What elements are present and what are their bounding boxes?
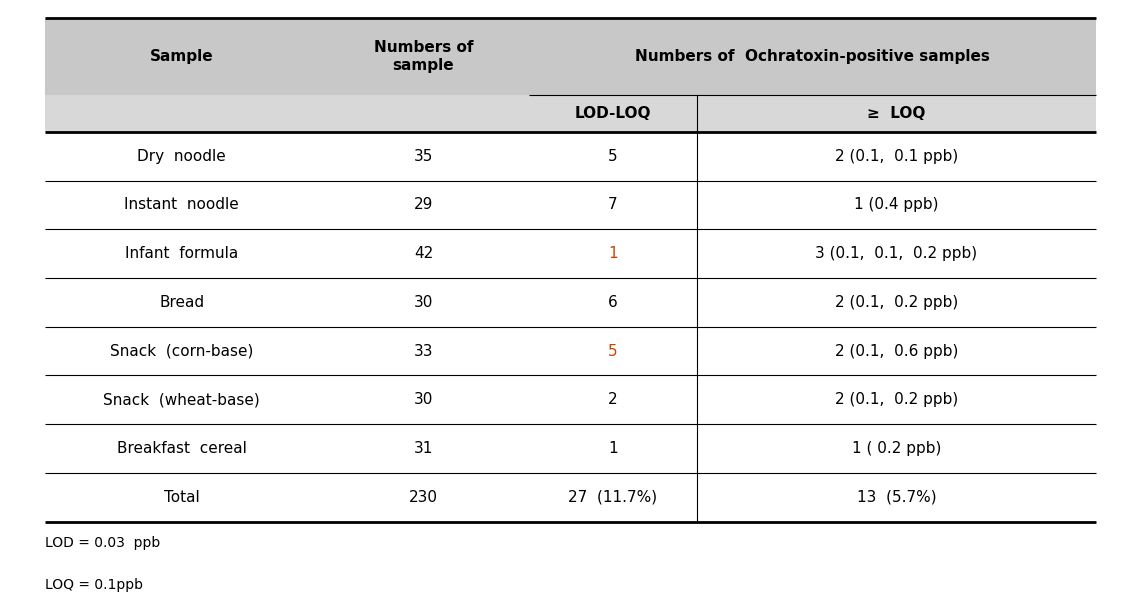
Text: Instant  noodle: Instant noodle: [124, 197, 240, 213]
Text: LOQ = 0.1ppb: LOQ = 0.1ppb: [45, 578, 144, 592]
Text: 7: 7: [608, 197, 617, 213]
Text: Total: Total: [164, 489, 200, 505]
Bar: [45, 18, 1096, 95]
Text: 6: 6: [608, 295, 618, 310]
Text: 1 ( 0.2 ppb): 1 ( 0.2 ppb): [852, 441, 941, 456]
Text: 1: 1: [608, 246, 617, 261]
Text: 2 (0.1,  0.1 ppb): 2 (0.1, 0.1 ppb): [835, 148, 958, 164]
Text: Numbers of
sample: Numbers of sample: [374, 40, 473, 72]
Text: 30: 30: [414, 392, 433, 407]
Text: LOD-LOQ: LOD-LOQ: [574, 106, 651, 121]
Text: Infant  formula: Infant formula: [125, 246, 238, 261]
Text: 42: 42: [414, 246, 433, 261]
Text: Snack  (corn-base): Snack (corn-base): [110, 343, 253, 359]
Text: 30: 30: [414, 295, 433, 310]
Text: Sample: Sample: [150, 49, 214, 64]
Text: Breakfast  cereal: Breakfast cereal: [116, 441, 246, 456]
Text: 3 (0.1,  0.1,  0.2 ppb): 3 (0.1, 0.1, 0.2 ppb): [816, 246, 977, 261]
Text: 13  (5.7%): 13 (5.7%): [857, 489, 937, 505]
Text: 1: 1: [608, 441, 617, 456]
Text: 2 (0.1,  0.2 ppb): 2 (0.1, 0.2 ppb): [835, 295, 958, 310]
Text: Dry  noodle: Dry noodle: [138, 148, 226, 164]
Text: 27  (11.7%): 27 (11.7%): [568, 489, 658, 505]
Text: 2 (0.1,  0.2 ppb): 2 (0.1, 0.2 ppb): [835, 392, 958, 407]
Bar: [45, 95, 1096, 132]
Text: 29: 29: [414, 197, 433, 213]
Text: 35: 35: [414, 148, 433, 164]
Text: 230: 230: [409, 489, 438, 505]
Text: LOD = 0.03  ppb: LOD = 0.03 ppb: [45, 536, 160, 551]
Text: 2 (0.1,  0.6 ppb): 2 (0.1, 0.6 ppb): [835, 343, 958, 359]
Text: ≥  LOQ: ≥ LOQ: [867, 106, 925, 121]
Text: 2: 2: [608, 392, 617, 407]
Text: Bread: Bread: [159, 295, 205, 310]
Text: 5: 5: [608, 148, 617, 164]
Text: 33: 33: [414, 343, 433, 359]
Text: Snack  (wheat-base): Snack (wheat-base): [104, 392, 260, 407]
Text: Numbers of  Ochratoxin-positive samples: Numbers of Ochratoxin-positive samples: [635, 49, 990, 64]
Text: 1 (0.4 ppb): 1 (0.4 ppb): [854, 197, 939, 213]
Text: 5: 5: [608, 343, 617, 359]
Text: 31: 31: [414, 441, 433, 456]
